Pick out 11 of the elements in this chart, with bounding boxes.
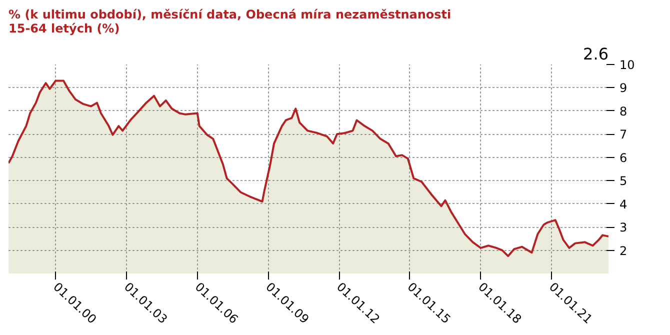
text: 2.6	[583, 44, 609, 64]
chart-title: % (k ultimu období), měsíční data, Obecná míra nezaměstnanosti 15-64 letých (%)	[8, 8, 452, 36]
y-tick-label: 2	[620, 244, 628, 258]
y-tick-label: 9	[620, 81, 628, 96]
y-tick-label: 7	[620, 128, 628, 142]
y-tick-label: 5	[620, 174, 628, 188]
y-tick-label: 3	[620, 220, 628, 235]
y-tick-label: 6	[620, 150, 628, 165]
y-tick-label: 4	[620, 197, 628, 212]
y-tick-label: 10	[620, 58, 635, 72]
y-tick-label: 8	[620, 104, 628, 118]
